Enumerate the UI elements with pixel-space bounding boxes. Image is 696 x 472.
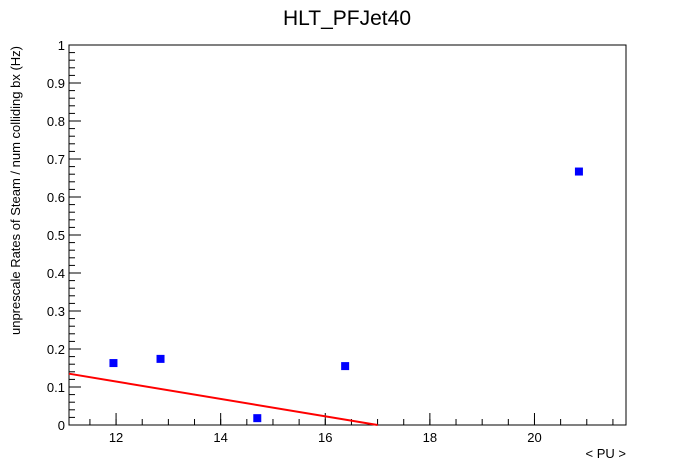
y-tick-label: 0.1	[47, 380, 65, 395]
y-axis-tick-labels: 0 0.1 0.2 0.3 0.4 0.5 0.6 0.7 0.8 0.9 1	[47, 38, 65, 433]
y-tick-label: 0.6	[47, 190, 65, 205]
x-axis-label: < PU >	[586, 446, 626, 461]
y-tick-label: 0.4	[47, 266, 65, 281]
data-point	[109, 359, 118, 368]
fit-line	[68, 372, 378, 426]
x-tick-label: 14	[213, 430, 227, 445]
y-tick-label: 0.3	[47, 304, 65, 319]
y-axis-label: unprescale Rates of Steam / num collidin…	[8, 46, 23, 335]
data-point	[156, 354, 165, 363]
x-tick-label: 18	[423, 430, 437, 445]
x-tick-label: 20	[527, 430, 541, 445]
data-point	[341, 362, 350, 371]
x-tick-label: 12	[109, 430, 123, 445]
y-tick-label: 0.2	[47, 342, 65, 357]
y-tick-label: 0.7	[47, 152, 65, 167]
y-tick-label: 0.8	[47, 114, 65, 129]
x-tick-label: 16	[318, 430, 332, 445]
x-axis-tick-labels: 12 14 16 18 20	[109, 430, 542, 445]
data-point	[253, 414, 262, 423]
x-axis-ticks	[89, 413, 614, 425]
y-tick-label: 0.5	[47, 228, 65, 243]
data-point	[574, 167, 583, 176]
y-axis-ticks	[69, 44, 81, 426]
chart-title: HLT_PFJet40	[283, 7, 411, 30]
series-layer	[68, 167, 583, 426]
y-tick-label: 1	[58, 38, 65, 53]
y-tick-label: 0	[58, 418, 65, 433]
y-tick-label: 0.9	[47, 76, 65, 91]
